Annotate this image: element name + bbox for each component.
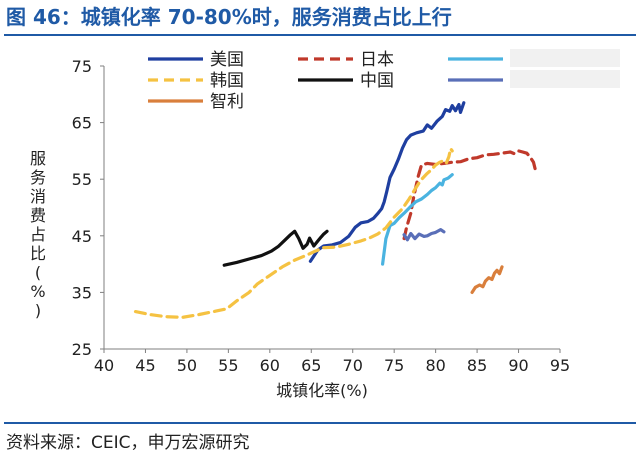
- x-tick-label: 70: [343, 356, 363, 375]
- y-tick-label: 75: [72, 57, 92, 76]
- x-tick-label: 75: [384, 356, 404, 375]
- x-tick-label: 65: [301, 356, 321, 375]
- footer-divider: [4, 422, 636, 424]
- y-tick-label: 25: [72, 340, 92, 359]
- x-tick-label: 80: [425, 356, 445, 375]
- chart-canvas: 40 45 50 55 60 65 70 75 80 85 90 95 25 35 45 55 65 75 城镇化率…: [30, 49, 620, 400]
- x-tick-label: 90: [508, 356, 528, 375]
- legend-label-1: 美国: [210, 50, 244, 70]
- x-tick-label: 40: [94, 356, 114, 375]
- series-line-4: [133, 147, 454, 319]
- series-line-7: [470, 265, 504, 294]
- series-line-3: [381, 173, 454, 266]
- x-tick-label: 85: [467, 356, 487, 375]
- x-tick-label: 50: [177, 356, 197, 375]
- title-divider: [4, 34, 636, 36]
- y-axis-title: 服务消费占比(%): [30, 149, 46, 320]
- chart-title: 图 46：城镇化率 70-80%时，服务消费占比上行: [6, 5, 452, 29]
- legend-label-4: 韩国: [210, 71, 244, 91]
- y-tick-label: 45: [72, 227, 92, 246]
- x-tick-label: 95: [550, 356, 570, 375]
- x-axis-title: 城镇化率(%): [276, 381, 368, 400]
- series-line-5: [222, 229, 329, 267]
- series-line-6: [402, 228, 446, 242]
- legend-label-redacted: [510, 49, 620, 67]
- legend-label-7: 智利: [210, 92, 244, 112]
- x-tick-label: 55: [218, 356, 238, 375]
- x-tick-label: 60: [260, 356, 280, 375]
- series-line-1: [308, 101, 466, 263]
- legend-label-redacted: [510, 70, 620, 88]
- y-tick-label: 65: [72, 114, 92, 133]
- x-tick-label: 45: [135, 356, 155, 375]
- chart-series-lines: [133, 101, 538, 319]
- legend-label-2: 日本: [360, 50, 394, 70]
- source-note: 资料来源：CEIC，申万宏源研究: [6, 433, 250, 453]
- chart-axes: 40 45 50 55 60 65 70 75 80 85 90 95 25 35 45 55 65 75 城镇化率…: [30, 57, 570, 400]
- y-tick-label: 35: [72, 283, 92, 302]
- legend-label-5: 中国: [360, 71, 394, 91]
- y-tick-label: 55: [72, 170, 92, 189]
- series-line-2: [402, 149, 538, 241]
